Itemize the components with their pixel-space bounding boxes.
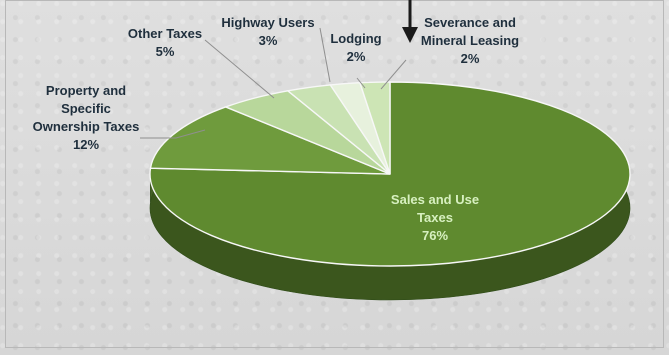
pie-leader-line [204,39,275,99]
pointer-arrow-head [402,27,418,43]
pie-leader-line [140,129,206,139]
pie-slice-label: Highway Users 3% [221,15,314,48]
pie-slice-label: Severance and Mineral Leasing 2% [421,15,519,66]
pie-leader-line [356,77,366,89]
pie-top-group [149,81,631,267]
pie-slice-label: Other Taxes 5% [128,26,202,59]
pie-slice-label: Property and Specific Ownership Taxes 12% [33,83,140,152]
pie-slice-label: Sales and Use Taxes 76% [391,192,479,243]
pie-label-group: Sales and Use Taxes 76% Property and Specifi… [33,15,520,243]
pointer-arrow-group [402,0,418,43]
pie-leader-group [140,27,407,139]
pie-slice [149,106,391,175]
pie-leader-line [380,59,407,90]
chart-frame [5,0,664,348]
pie-slice [149,81,631,267]
pie-slice-label: Lodging 2% [330,31,381,64]
pie-leader-line [319,27,331,83]
pie-slice [358,81,391,175]
